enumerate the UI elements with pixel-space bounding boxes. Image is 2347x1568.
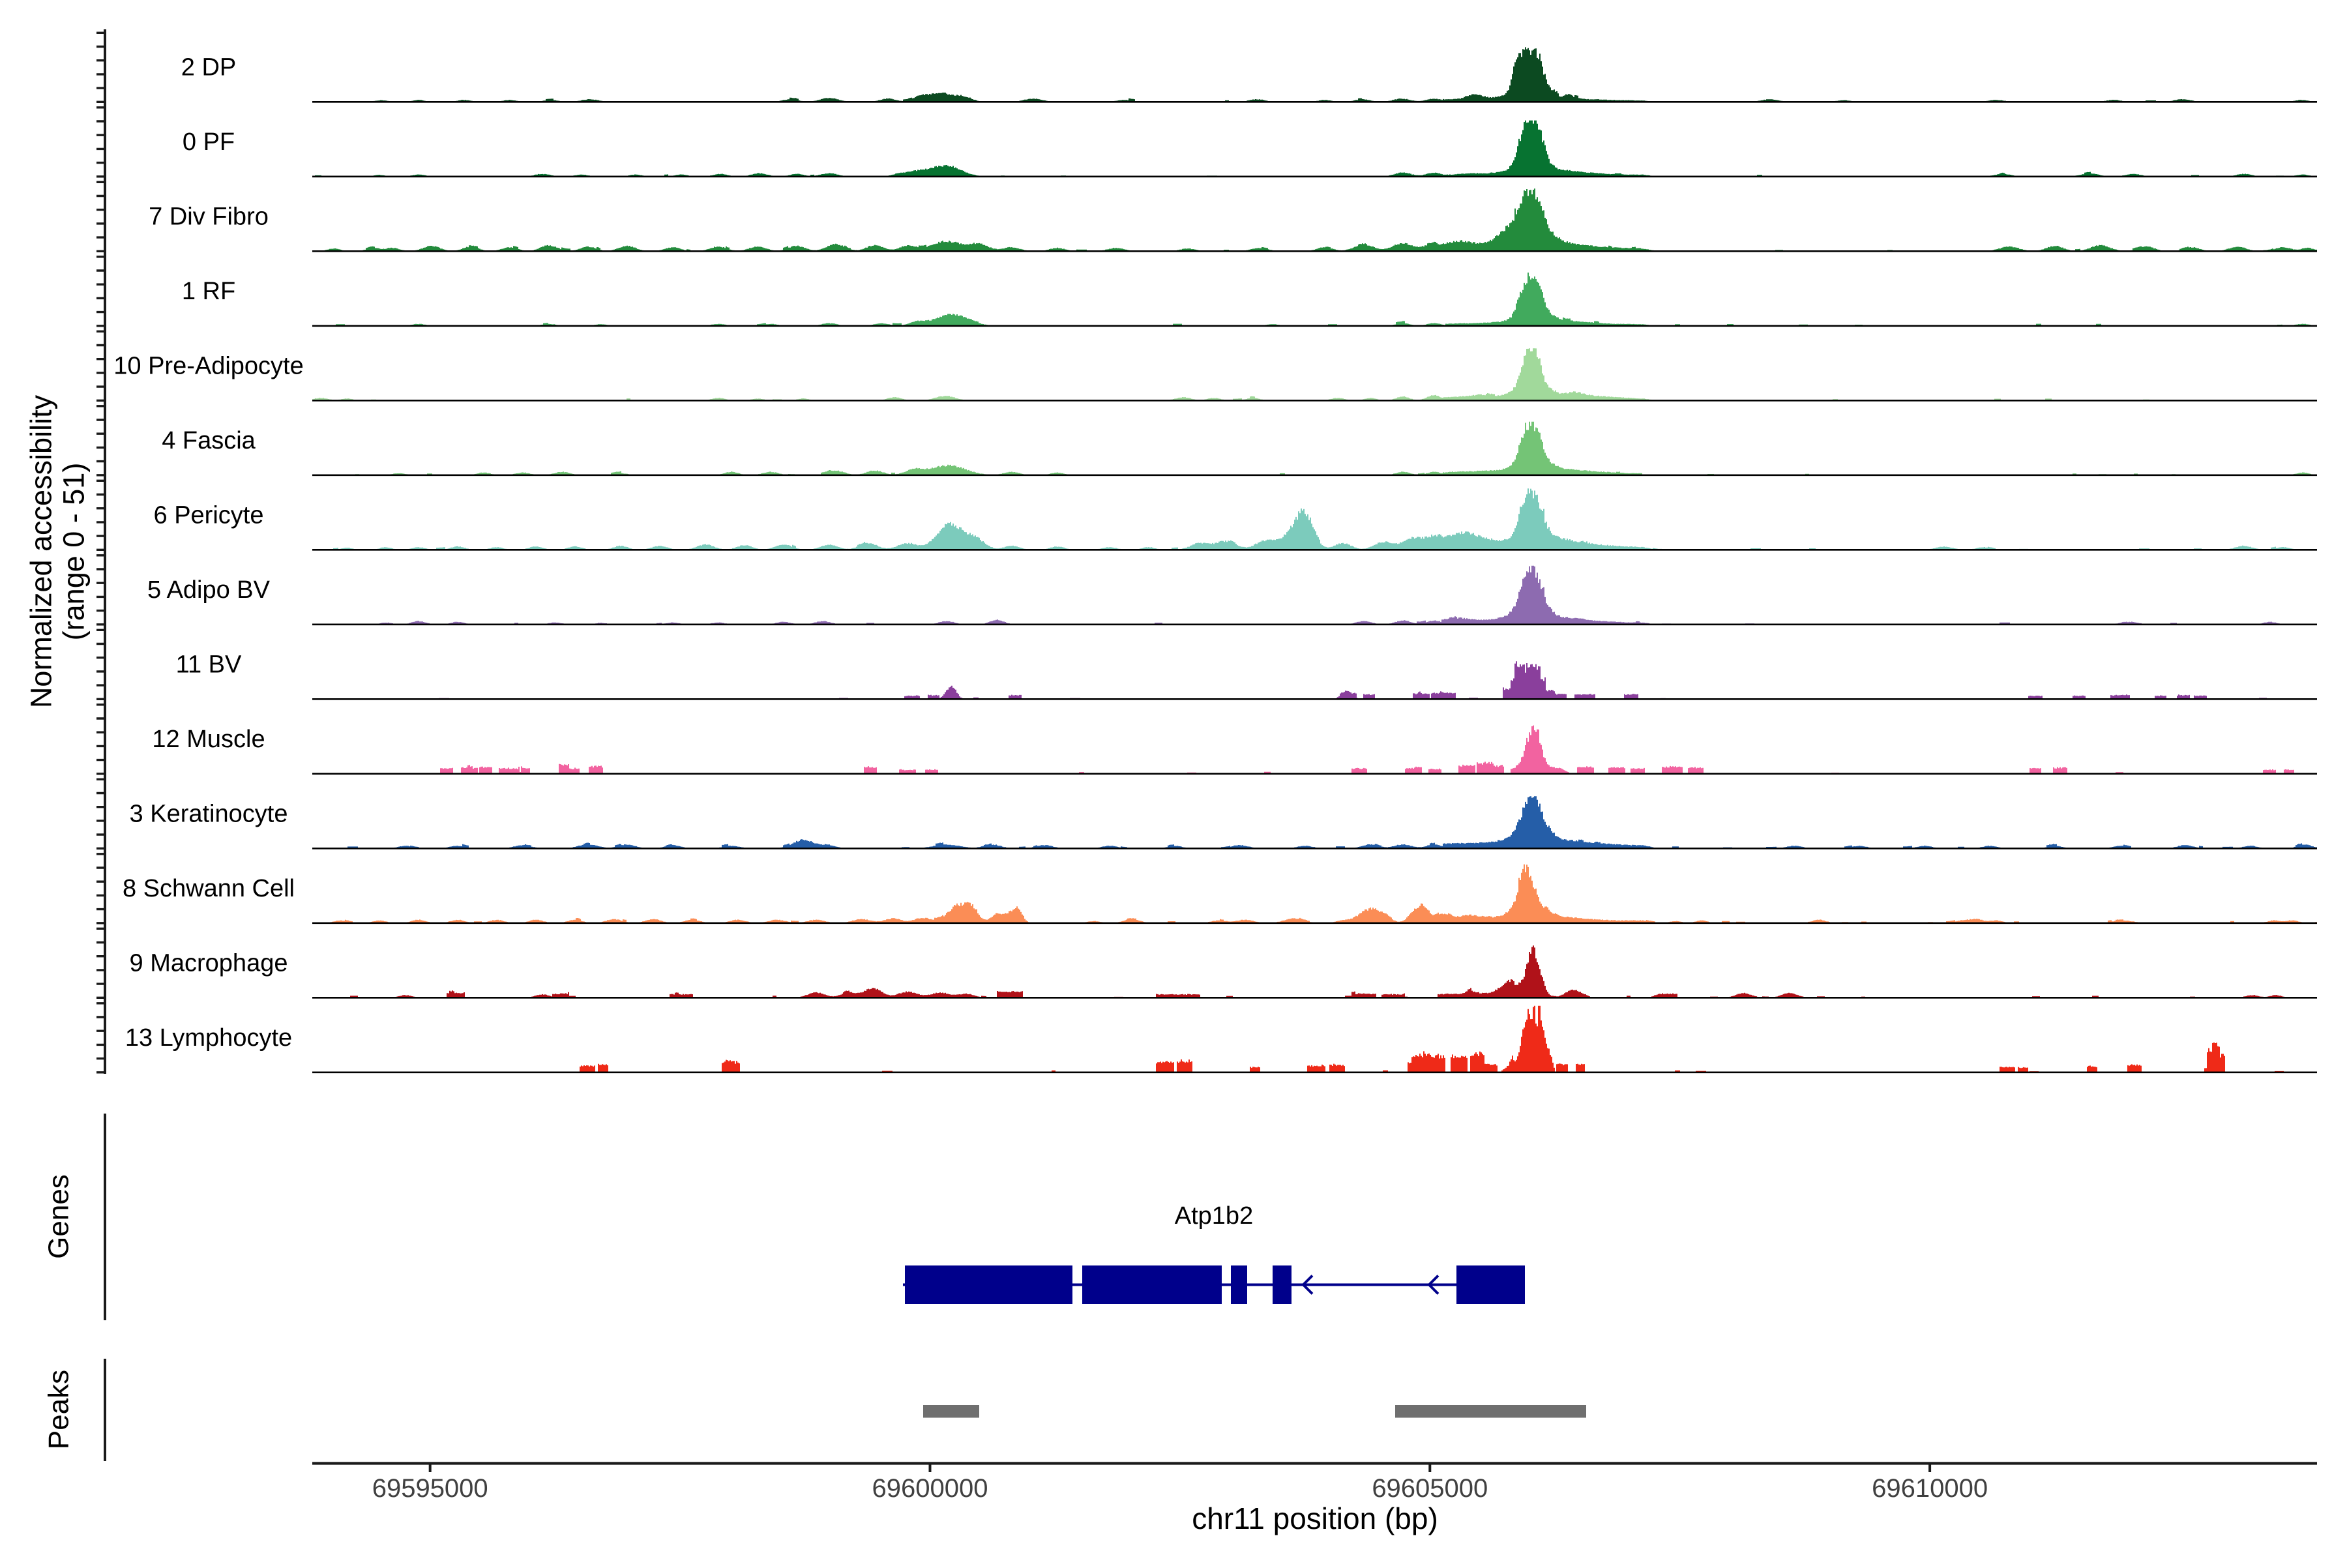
svg-text:12 Muscle: 12 Muscle <box>152 726 265 753</box>
svg-text:69605000: 69605000 <box>1372 1474 1488 1503</box>
svg-text:9 Macrophage: 9 Macrophage <box>130 949 288 977</box>
svg-text:13 Lymphocyte: 13 Lymphocyte <box>125 1024 292 1052</box>
svg-text:chr11 position (bp): chr11 position (bp) <box>1192 1501 1438 1535</box>
svg-text:4 Fascia: 4 Fascia <box>162 427 256 454</box>
svg-text:6 Pericyte: 6 Pericyte <box>154 501 264 529</box>
svg-text:3 Keratinocyte: 3 Keratinocyte <box>130 800 288 827</box>
svg-text:1 RF: 1 RF <box>182 278 235 305</box>
svg-text:10 Pre-Adipocyte: 10 Pre-Adipocyte <box>113 352 304 379</box>
svg-text:5 Adipo BV: 5 Adipo BV <box>147 576 271 604</box>
svg-text:69595000: 69595000 <box>372 1474 488 1503</box>
svg-text:8 Schwann Cell: 8 Schwann Cell <box>123 875 295 902</box>
svg-text:11 BV: 11 BV <box>176 651 242 678</box>
svg-text:7 Div Fibro: 7 Div Fibro <box>149 203 269 230</box>
svg-text:69610000: 69610000 <box>1872 1474 1988 1503</box>
svg-text:Atp1b2: Atp1b2 <box>1175 1202 1253 1230</box>
svg-text:69600000: 69600000 <box>872 1474 988 1503</box>
svg-text:Genes: Genes <box>43 1174 75 1259</box>
svg-text:0 PF: 0 PF <box>183 128 235 156</box>
svg-text:(range 0 - 51): (range 0 - 51) <box>57 463 91 641</box>
svg-text:Peaks: Peaks <box>43 1370 75 1449</box>
svg-text:Normalized accessibility: Normalized accessibility <box>25 394 58 708</box>
svg-text:2 DP: 2 DP <box>181 53 236 81</box>
